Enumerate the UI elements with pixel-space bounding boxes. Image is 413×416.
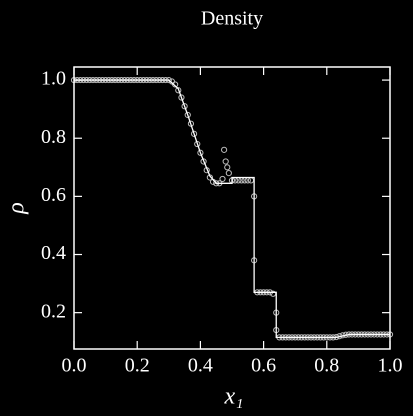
data-point xyxy=(190,130,198,137)
data-point xyxy=(172,81,179,88)
y-tick-label: 1.0 xyxy=(41,68,66,90)
x-axis-label: x₁ xyxy=(224,384,244,410)
data-point xyxy=(224,164,231,171)
data-point xyxy=(219,175,226,183)
y-axis-label: ρ xyxy=(4,202,30,215)
chart-title: Density xyxy=(201,8,263,30)
y-tick-label: 0.4 xyxy=(41,242,66,264)
plot-frame xyxy=(73,66,391,350)
exact-line xyxy=(74,79,390,339)
x-tick-label: 0.6 xyxy=(251,355,276,377)
y-tick-label: 0.2 xyxy=(41,300,66,322)
data-point xyxy=(247,177,255,184)
data-point xyxy=(197,149,204,156)
x-tick-label: 0.2 xyxy=(125,355,150,377)
y-tick-label: 0.8 xyxy=(41,126,66,148)
x-tick-label: 1.0 xyxy=(378,355,403,377)
data-point xyxy=(221,146,228,153)
x-tick-label: 0.4 xyxy=(188,355,213,377)
x-tick-label: 0.0 xyxy=(62,355,87,377)
data-point xyxy=(175,87,182,94)
y-tick-label: 0.6 xyxy=(41,184,66,206)
data-point xyxy=(184,111,191,119)
data-point xyxy=(181,103,188,110)
data-point xyxy=(225,170,232,177)
x-tick-label: 0.8 xyxy=(314,355,339,377)
data-point xyxy=(178,94,185,101)
data-point xyxy=(222,158,229,165)
